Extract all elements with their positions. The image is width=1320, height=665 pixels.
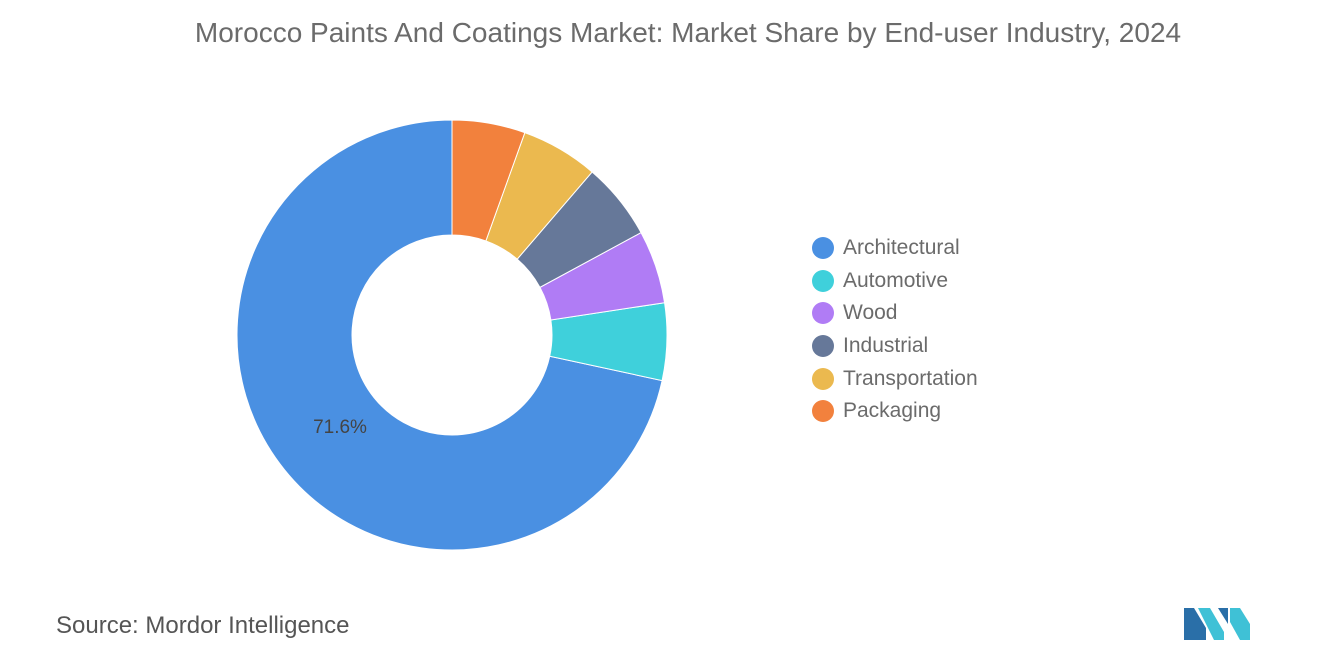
legend-swatch <box>812 269 834 292</box>
source-text: Mordor Intelligence <box>145 612 350 639</box>
legend-item-transportation: Transportation <box>812 362 978 395</box>
legend-swatch <box>812 302 834 325</box>
legend: Architectural Automotive Wood Industrial Tra… <box>812 232 978 428</box>
legend-swatch <box>812 237 834 260</box>
legend-item-packaging: Packaging <box>812 395 978 428</box>
legend-label: Wood <box>843 301 898 325</box>
legend-swatch <box>812 335 834 358</box>
source-label: Source: <box>56 612 139 639</box>
chart-title: Morocco Paints And Coatings Market: Mark… <box>194 17 1182 48</box>
legend-label: Industrial <box>843 334 929 358</box>
legend-label: Architectural <box>843 236 960 260</box>
slice-architectural <box>236 119 663 551</box>
legend-label: Packaging <box>843 399 942 423</box>
legend-label: Transportation <box>843 366 978 390</box>
legend-swatch <box>812 400 834 423</box>
source-note: Source: Mordor Intelligence <box>56 612 350 640</box>
data-label-architectural: 71.6% <box>313 417 367 438</box>
legend-label: Automotive <box>843 268 949 292</box>
legend-item-wood: Wood <box>812 297 978 330</box>
mordor-logo <box>1184 608 1250 640</box>
slice-packaging <box>451 119 526 242</box>
legend-swatch <box>812 367 834 390</box>
legend-item-architectural: Architectural <box>812 232 978 265</box>
legend-item-industrial: Industrial <box>812 330 978 363</box>
legend-item-automotive: Automotive <box>812 265 978 298</box>
